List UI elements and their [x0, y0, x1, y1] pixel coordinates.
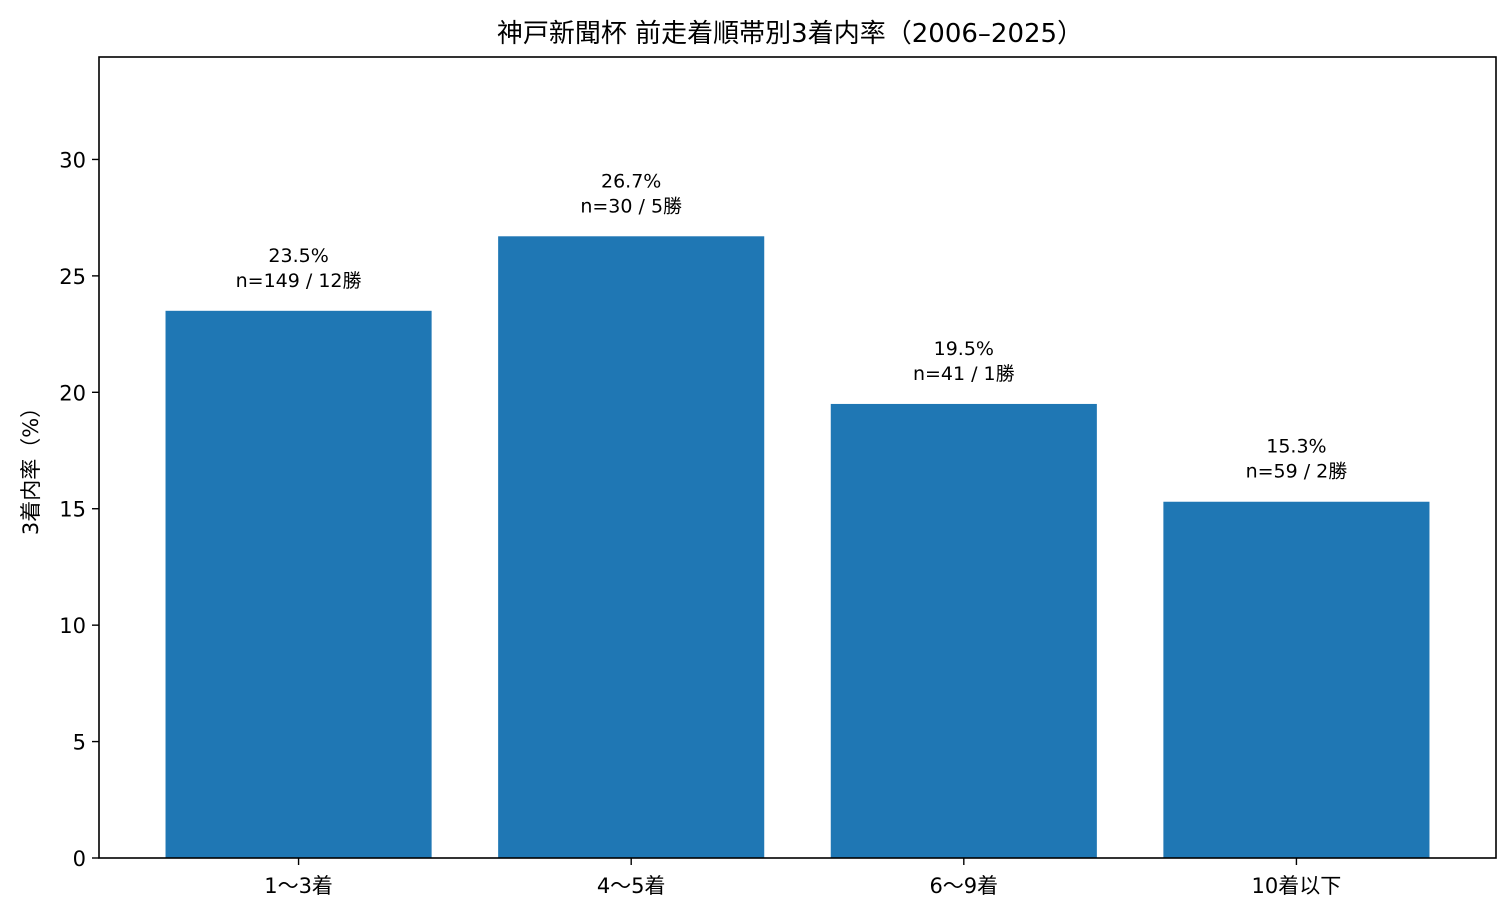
bar-value-label: 15.3% [1266, 436, 1326, 458]
y-tick-label: 20 [59, 381, 86, 405]
y-tick-label: 25 [59, 265, 86, 289]
y-axis: 0 5 10 15 20 25 30 [59, 148, 99, 871]
bar-count-label: n=30 / 5勝 [580, 195, 682, 217]
y-tick-label: 15 [59, 498, 86, 522]
bar-3 [830, 403, 1097, 858]
y-tick-label: 0 [73, 847, 86, 871]
chart-title: 神戸新聞杯 前走着順帯別3着内率（2006–2025） [497, 19, 1083, 49]
bar-labels-group: 23.5% n=149 / 12勝 26.7% n=30 / 5勝 19.5% n=41 … [236, 170, 1348, 482]
bar-2 [498, 236, 765, 859]
bar-count-label: n=149 / 12勝 [236, 270, 362, 292]
bar-value-label: 19.5% [934, 338, 994, 360]
bar-count-label: n=59 / 2勝 [1246, 461, 1348, 483]
bar-count-label: n=41 / 1勝 [913, 363, 1015, 385]
x-tick-label: 4〜5着 [597, 874, 666, 898]
x-axis: 1〜3着 4〜5着 6〜9着 10着以下 [264, 858, 1341, 898]
y-tick-label: 10 [59, 614, 86, 638]
plot-frame [98, 56, 1497, 859]
bar-1 [165, 310, 432, 858]
y-axis-label: 3着内率（%） [19, 397, 43, 535]
x-tick-label: 6〜9着 [929, 874, 998, 898]
bar-value-label: 23.5% [268, 245, 328, 267]
x-tick-label: 1〜3着 [264, 874, 333, 898]
bar-4 [1163, 501, 1430, 858]
x-tick-label: 10着以下 [1252, 874, 1342, 898]
y-tick-label: 5 [73, 731, 86, 755]
bars-group [165, 236, 1430, 859]
bar-value-label: 26.7% [601, 170, 661, 192]
y-tick-label: 30 [59, 148, 86, 172]
